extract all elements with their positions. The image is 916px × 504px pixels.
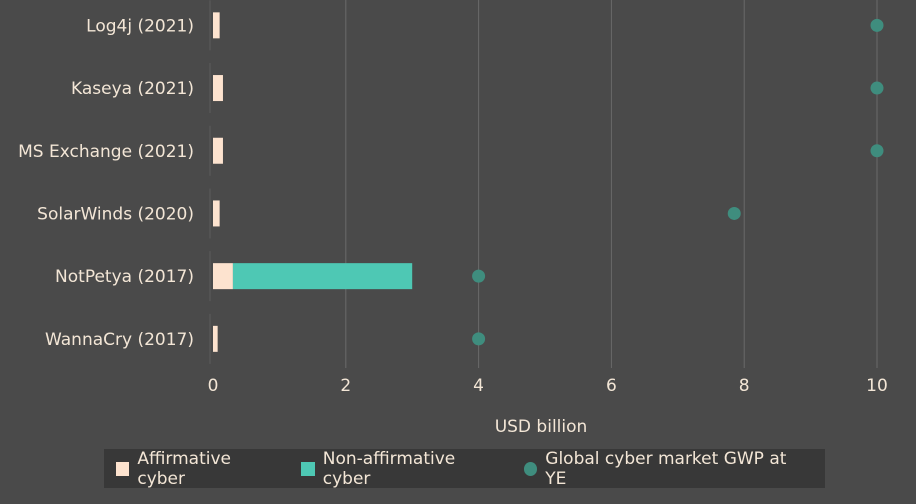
category-label-kaseya-2021: Kaseya (2021) [71,79,194,99]
bar-affirmative-cyber-solarwinds-2020 [213,200,220,227]
legend-item-non-affirmative: Non-affirmative cyber [301,449,500,489]
markers [472,18,884,346]
legend-swatch-gwp [523,461,538,476]
x-tick-labels: 0 2 4 6 8 10 [208,376,888,396]
legend-item-affirmative: Affirmative cyber [116,449,277,489]
legend: Affirmative cyber Non-affirmative cyber … [104,448,825,489]
x-tick-label-8: 8 [739,376,750,396]
marker-solarwinds-2020 [727,206,741,220]
x-tick-label-4: 4 [473,376,484,396]
legend-item-gwp: Global cyber market GWP at YE [523,448,801,489]
gridlines [345,0,878,368]
category-label-notpetya-2017: NotPetya (2017) [55,267,194,287]
category-label-log4j-2021: Log4j (2021) [86,16,194,36]
category-label-wannacry-2017: WannaCry (2017) [45,330,194,350]
legend-label-affirmative: Affirmative cyber [137,448,232,489]
legend-label-non-affirmative: Non-affirmative cyber [322,448,456,489]
legend-swatch-affirmative [116,461,130,476]
category-labels: Log4j (2021) Kaseya (2021) MS Exchange (20… [18,16,194,350]
legend-swatch-non-affirmative [301,461,315,476]
x-tick-label-6: 6 [606,376,617,396]
category-label-solarwinds-2020: SolarWinds (2020) [37,204,194,224]
bar-affirmative-cyber-ms-exchange-2021 [213,137,223,164]
marker-ms-exchange-2021 [870,144,884,158]
marker-log4j-2021 [870,18,884,32]
marker-notpetya-2017 [472,269,486,283]
x-tick-label-0: 0 [208,376,219,396]
legend-label-gwp: Global cyber market GWP at YE [545,448,787,489]
bar-affirmative-cyber-kaseya-2021 [213,75,223,102]
bar-affirmative-cyber-wannacry-2017 [213,325,218,352]
bar-affirmative-cyber-notpetya-2017 [213,263,233,290]
bar-non-affirmative-cyber-notpetya-2017 [232,263,413,290]
marker-wannacry-2017 [472,332,486,346]
bar-affirmative-cyber-log4j-2021 [213,12,220,39]
x-tick-label-10: 10 [866,376,888,396]
x-tick-label-2: 2 [340,376,351,396]
marker-kaseya-2021 [870,81,884,95]
bars [213,12,413,352]
x-axis-label: USD billion [495,417,588,437]
category-label-ms-exchange-2021: MS Exchange (2021) [18,142,194,162]
